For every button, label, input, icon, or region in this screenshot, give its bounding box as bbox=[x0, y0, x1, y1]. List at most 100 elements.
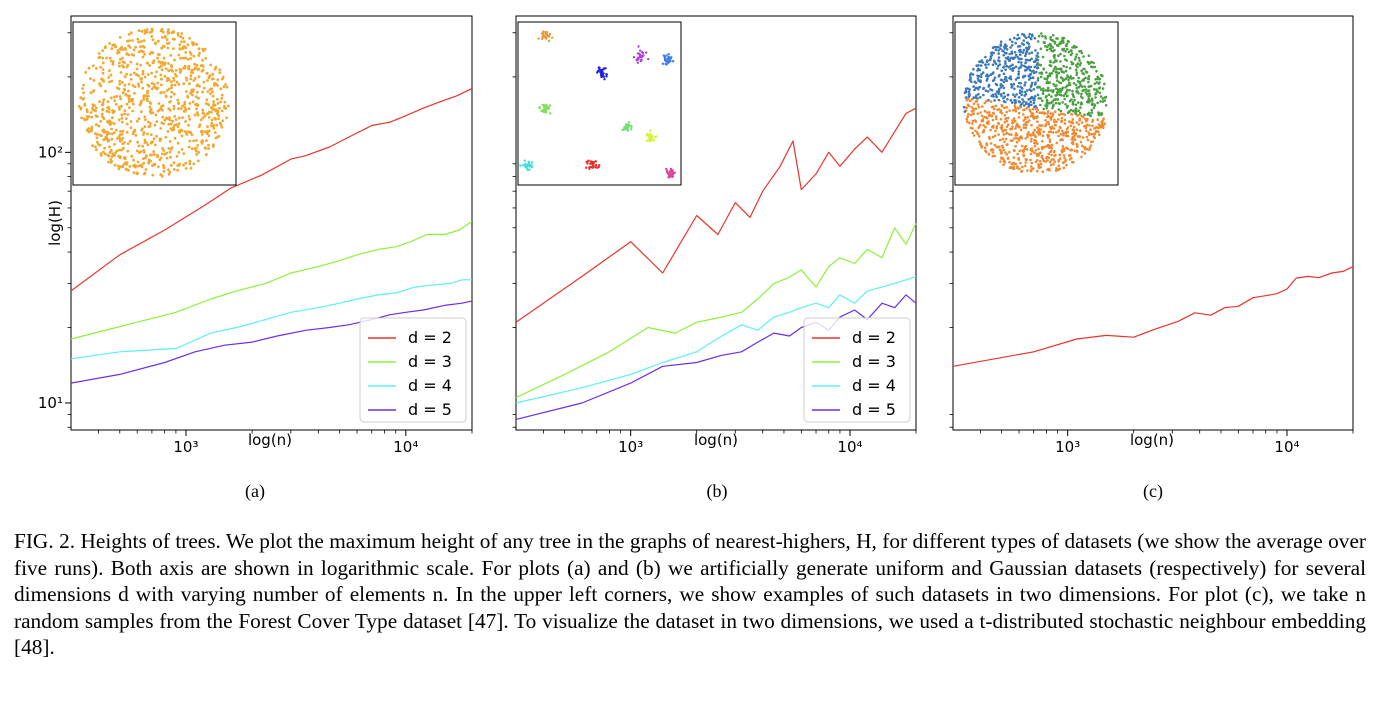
data-point bbox=[195, 139, 198, 142]
embedding-point bbox=[1062, 166, 1066, 170]
data-point bbox=[153, 75, 157, 78]
data-point bbox=[156, 109, 160, 113]
data-point bbox=[89, 91, 93, 95]
data-point bbox=[189, 53, 193, 56]
embedding-point bbox=[1034, 59, 1037, 63]
embedding-point bbox=[1072, 76, 1075, 80]
embedding-point bbox=[1010, 50, 1014, 54]
embedding-point bbox=[1029, 37, 1033, 40]
data-point bbox=[160, 68, 164, 72]
cluster-point bbox=[598, 164, 601, 167]
embedding-point bbox=[1079, 103, 1083, 106]
embedding-point bbox=[1089, 84, 1093, 88]
cluster-point bbox=[650, 134, 653, 137]
cluster-point bbox=[627, 121, 631, 124]
embedding-point bbox=[992, 51, 995, 55]
embedding-point bbox=[1007, 123, 1010, 126]
embedding-point bbox=[1034, 107, 1037, 110]
embedding-point bbox=[1012, 137, 1016, 140]
embedding-point bbox=[1017, 60, 1020, 64]
embedding-point bbox=[1075, 149, 1079, 153]
embedding-point bbox=[1002, 100, 1006, 103]
embedding-point bbox=[1094, 91, 1098, 95]
data-point bbox=[179, 56, 183, 60]
embedding-point bbox=[1097, 133, 1101, 137]
embedding-point bbox=[1001, 157, 1005, 160]
embedding-point bbox=[1100, 124, 1103, 128]
data-point bbox=[101, 49, 105, 52]
embedding-point bbox=[1036, 62, 1040, 66]
data-point bbox=[210, 87, 214, 91]
embedding-point bbox=[1056, 79, 1059, 82]
data-point bbox=[108, 69, 111, 73]
embedding-point bbox=[1091, 140, 1094, 143]
embedding-point bbox=[1004, 151, 1007, 154]
embedding-point bbox=[1047, 130, 1051, 134]
embedding-point bbox=[1039, 88, 1043, 91]
data-point bbox=[197, 151, 201, 154]
embedding-point bbox=[1087, 97, 1091, 101]
data-point bbox=[119, 48, 123, 51]
data-point bbox=[141, 45, 145, 48]
data-point bbox=[193, 113, 197, 117]
embedding-point bbox=[1019, 53, 1022, 56]
embedding-point bbox=[1029, 110, 1032, 113]
embedding-point bbox=[968, 88, 971, 91]
data-point bbox=[139, 40, 143, 43]
data-point bbox=[94, 123, 98, 126]
data-point bbox=[135, 149, 139, 153]
embedding-point bbox=[1029, 96, 1033, 100]
data-point bbox=[167, 147, 171, 150]
embedding-point bbox=[1059, 60, 1062, 63]
embedding-point bbox=[982, 86, 986, 90]
embedding-point bbox=[994, 82, 998, 86]
data-point bbox=[209, 63, 213, 67]
embedding-point bbox=[976, 112, 979, 115]
embedding-point bbox=[1075, 89, 1078, 93]
embedding-point bbox=[987, 120, 990, 123]
data-point bbox=[193, 62, 197, 66]
embedding-point bbox=[1031, 76, 1035, 80]
embedding-point bbox=[1027, 35, 1031, 39]
embedding-point bbox=[1035, 130, 1039, 134]
embedding-point bbox=[1049, 118, 1053, 121]
data-point bbox=[206, 129, 210, 133]
cluster-point bbox=[640, 58, 643, 61]
embedding-point bbox=[963, 91, 967, 95]
embedding-point bbox=[1073, 134, 1077, 137]
embedding-point bbox=[975, 99, 979, 103]
data-point bbox=[209, 110, 213, 114]
data-point bbox=[167, 28, 170, 31]
data-point bbox=[212, 145, 215, 148]
embedding-point bbox=[973, 88, 976, 92]
embedding-point bbox=[1024, 54, 1027, 58]
data-point bbox=[215, 123, 219, 127]
embedding-point bbox=[992, 107, 996, 111]
embedding-point bbox=[1024, 90, 1027, 94]
y-tick-label: 10² bbox=[38, 143, 63, 161]
data-point bbox=[152, 163, 156, 166]
data-point bbox=[107, 110, 111, 114]
data-point bbox=[198, 123, 202, 127]
data-point bbox=[161, 152, 164, 156]
embedding-point bbox=[1016, 106, 1020, 110]
embedding-point bbox=[1064, 103, 1067, 106]
data-point bbox=[160, 27, 164, 31]
cluster-point bbox=[599, 73, 603, 76]
embedding-point bbox=[1065, 90, 1068, 94]
inset-frame bbox=[72, 21, 237, 186]
legend-entry: d = 5 bbox=[852, 400, 896, 419]
cluster-point bbox=[641, 54, 645, 57]
embedding-point bbox=[1079, 106, 1082, 109]
data-point bbox=[137, 84, 141, 88]
embedding-point bbox=[1070, 60, 1073, 64]
data-point bbox=[213, 67, 217, 71]
legend-box bbox=[803, 317, 911, 423]
embedding-point bbox=[1092, 88, 1096, 91]
data-point bbox=[220, 125, 224, 129]
data-point bbox=[166, 30, 170, 34]
embedding-point bbox=[1052, 69, 1055, 73]
embedding-point bbox=[992, 59, 996, 63]
data-point bbox=[146, 132, 149, 136]
embedding-point bbox=[986, 73, 989, 76]
